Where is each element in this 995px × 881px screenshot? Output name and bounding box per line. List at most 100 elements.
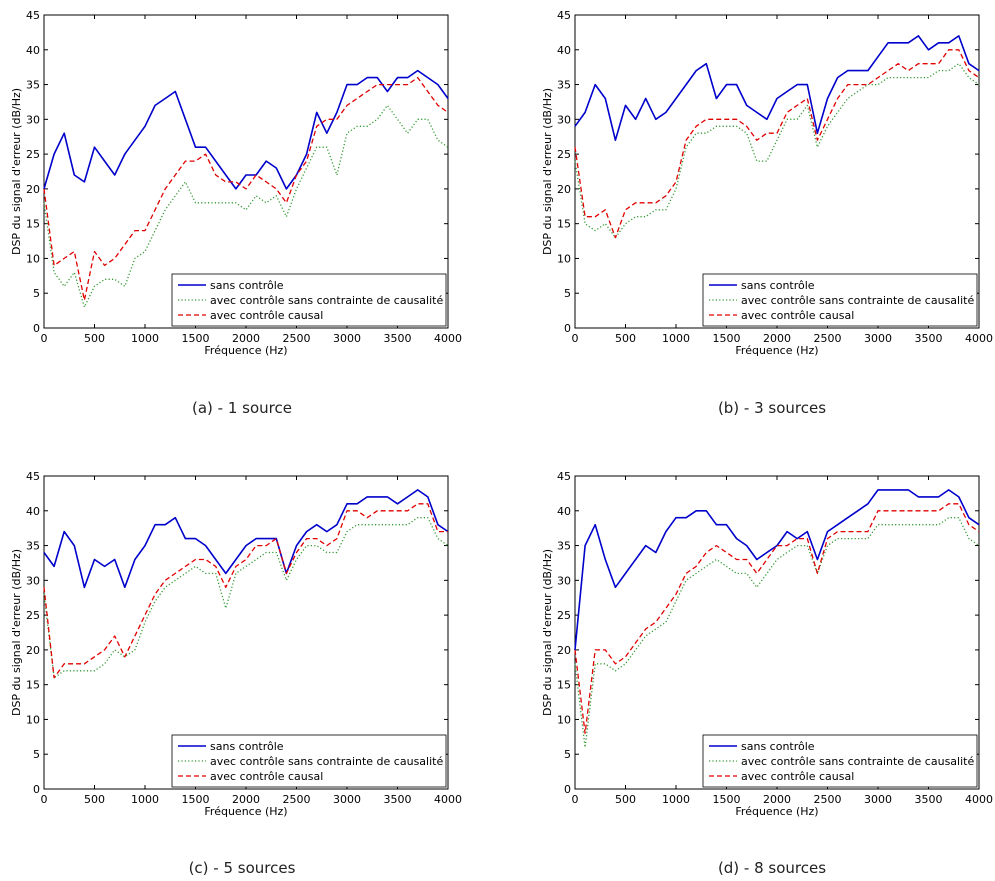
x-tick-label: 0 <box>572 332 579 345</box>
x-tick-label: 3000 <box>864 793 892 806</box>
series-line-3 <box>43 76 449 301</box>
y-tick-label: 35 <box>26 540 40 553</box>
x-tick-label: 2500 <box>814 332 842 345</box>
x-tick-label: 2000 <box>232 332 260 345</box>
y-tick-label: 15 <box>557 679 571 692</box>
x-tick-label: 1500 <box>713 332 741 345</box>
legend-entry-1: sans contrôle <box>210 740 284 753</box>
legend: sans contrôle avec contrôle sans contrain… <box>702 273 978 327</box>
legend-box <box>171 734 447 788</box>
series-line-2 <box>43 517 449 679</box>
series-line-2 <box>574 517 980 748</box>
x-axis-label: Fréquence (Hz) <box>735 344 818 357</box>
x-tick-label: 3500 <box>384 793 412 806</box>
chart-panel-3: 0 5 10 15 20 25 30 35 40 45 0 500 1000 1500 2000 2500 30… <box>10 470 462 877</box>
x-tick-label: 1500 <box>182 793 210 806</box>
x-tick-label: 1000 <box>662 793 690 806</box>
y-tick-label: 40 <box>26 505 40 518</box>
series-line-3 <box>574 49 980 239</box>
y-tick-label: 25 <box>26 148 40 161</box>
x-tick-label: 0 <box>41 793 48 806</box>
legend-entry-1: sans contrôle <box>210 279 284 292</box>
legend: sans contrôle avec contrôle sans contrain… <box>171 273 447 327</box>
x-tick-label: 0 <box>41 332 48 345</box>
y-tick-label: 45 <box>26 470 40 483</box>
y-tick-label: 5 <box>564 287 571 300</box>
y-axis-label: DSP du signal d'erreur (dB/Hz) <box>541 88 554 255</box>
y-tick-label: 15 <box>26 218 40 231</box>
x-tick-label: 4000 <box>965 332 993 345</box>
y-tick-label: 45 <box>557 470 571 483</box>
series-line-1 <box>43 69 449 190</box>
y-tick-label: 20 <box>557 644 571 657</box>
y-tick-label: 10 <box>557 252 571 265</box>
chart-caption: (a) - 1 source <box>192 399 292 417</box>
y-tick-label: 5 <box>33 748 40 761</box>
legend-entry-2: avec contrôle sans contrainte de causali… <box>210 755 443 768</box>
y-tick-label: 45 <box>557 9 571 22</box>
x-tick-label: 3500 <box>384 332 412 345</box>
chart-panel-1: 0 5 10 15 20 25 30 35 40 45 0 500 1000 1500 2000 2500 30… <box>10 9 462 417</box>
x-tick-label: 2500 <box>283 332 311 345</box>
y-tick-label: 35 <box>26 79 40 92</box>
y-tick-label: 10 <box>26 713 40 726</box>
x-tick-label: 1500 <box>182 332 210 345</box>
x-tick-label: 2500 <box>814 793 842 806</box>
series-line-1 <box>574 35 980 141</box>
legend-entry-2: avec contrôle sans contrainte de causali… <box>210 294 443 307</box>
x-axis-label: Fréquence (Hz) <box>735 805 818 818</box>
y-tick-label: 15 <box>26 679 40 692</box>
chart-panel-2: 0 5 10 15 20 25 30 35 40 45 0 500 1000 1500 2000 2500 30… <box>541 9 993 417</box>
x-tick-label: 1000 <box>131 332 159 345</box>
y-axis-label: DSP du signal d'erreur (dB/Hz) <box>541 549 554 716</box>
y-tick-label: 30 <box>557 113 571 126</box>
y-tick-label: 25 <box>557 148 571 161</box>
x-tick-label: 3000 <box>333 332 361 345</box>
chart-panel-4: 0 5 10 15 20 25 30 35 40 45 0 500 1000 1500 2000 2500 30… <box>541 470 993 877</box>
series-line-3 <box>574 503 980 735</box>
legend-entry-1: sans contrôle <box>741 740 815 753</box>
legend-entry-3: avec contrôle causal <box>741 309 854 322</box>
y-tick-label: 35 <box>557 540 571 553</box>
y-tick-label: 35 <box>557 79 571 92</box>
x-tick-label: 500 <box>84 793 105 806</box>
x-tick-label: 4000 <box>434 332 462 345</box>
y-tick-label: 40 <box>557 505 571 518</box>
y-tick-label: 10 <box>557 713 571 726</box>
y-tick-label: 0 <box>33 322 40 335</box>
x-tick-label: 500 <box>615 332 636 345</box>
x-tick-label: 2500 <box>283 793 311 806</box>
x-tick-label: 0 <box>572 793 579 806</box>
y-tick-label: 30 <box>26 574 40 587</box>
y-tick-label: 20 <box>557 183 571 196</box>
y-tick-label: 40 <box>557 44 571 57</box>
series-line-1 <box>574 489 980 650</box>
y-tick-label: 5 <box>564 748 571 761</box>
x-tick-label: 500 <box>84 332 105 345</box>
legend-box <box>702 734 978 788</box>
series-line-1 <box>43 489 449 589</box>
legend-entry-3: avec contrôle causal <box>210 770 323 783</box>
y-tick-label: 20 <box>26 183 40 196</box>
x-tick-label: 2000 <box>763 332 791 345</box>
x-tick-label: 2000 <box>232 793 260 806</box>
chart-caption: (d) - 8 sources <box>718 859 826 877</box>
y-tick-label: 5 <box>33 287 40 300</box>
x-tick-label: 1000 <box>662 332 690 345</box>
legend-entry-2: avec contrôle sans contrainte de causali… <box>741 294 974 307</box>
legend: sans contrôle avec contrôle sans contrain… <box>702 734 978 788</box>
x-tick-label: 4000 <box>434 793 462 806</box>
y-tick-label: 0 <box>564 783 571 796</box>
x-tick-label: 1000 <box>131 793 159 806</box>
y-tick-label: 20 <box>26 644 40 657</box>
x-tick-label: 2000 <box>763 793 791 806</box>
legend: sans contrôle avec contrôle sans contrain… <box>171 734 447 788</box>
x-tick-label: 3500 <box>915 332 943 345</box>
y-axis-label: DSP du signal d'erreur (dB/Hz) <box>10 88 23 255</box>
series-line-3 <box>43 503 448 679</box>
y-tick-label: 45 <box>26 9 40 22</box>
y-tick-label: 40 <box>26 44 40 57</box>
legend-entry-3: avec contrôle causal <box>741 770 854 783</box>
x-axis-label: Fréquence (Hz) <box>204 805 287 818</box>
